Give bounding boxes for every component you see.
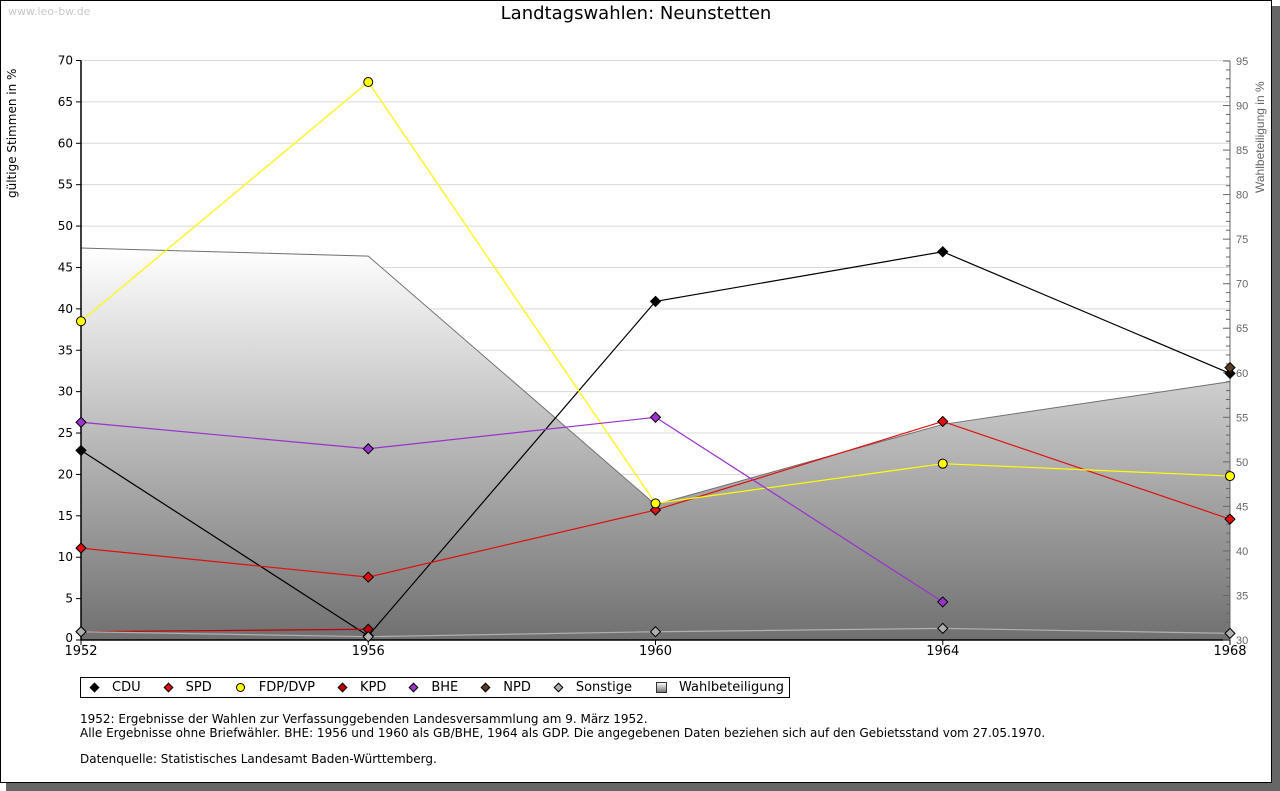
legend-item-npd: NPD (480, 680, 531, 695)
data-point-fdp-dvp (363, 77, 374, 88)
data-point-sonstige (75, 626, 87, 638)
data-point-spd (75, 542, 87, 554)
legend-marker-diamond-icon (480, 682, 491, 693)
legend-marker-diamond-icon (408, 682, 419, 693)
y-tick-label-right: 90 (1236, 101, 1248, 113)
data-point-cdu (75, 444, 87, 457)
legend-marker-diamond-icon (89, 682, 100, 693)
frame-shadow-right (1272, 6, 1280, 791)
y-tick-label-right: 55 (1236, 412, 1248, 424)
y-tick-label-left: 65 (58, 95, 73, 109)
watermark: www.leo-bw.de (8, 5, 91, 18)
y-tick-label-left: 40 (58, 302, 73, 316)
y-tick-label-left: 20 (58, 467, 73, 481)
y-tick-label-left: 70 (58, 54, 73, 68)
data-point-spd (1224, 513, 1236, 525)
y-tick-label-right: 30 (1236, 635, 1248, 647)
data-point-cdu (649, 295, 662, 308)
y-tick-label-left: 30 (58, 385, 73, 399)
y-tick-label-right: 45 (1236, 501, 1248, 513)
legend-item-sonstige: Sonstige (553, 680, 632, 695)
y-tick-label-left: 15 (58, 509, 73, 523)
legend-item-spd: SPD (163, 680, 212, 695)
y-tick-label-left: 50 (58, 219, 73, 233)
data-point-sonstige (649, 626, 662, 638)
legend-marker-circle-icon (235, 683, 245, 692)
legend-marker-diamond-icon (553, 682, 564, 693)
legend-label: Wahlbeteiligung (679, 680, 785, 695)
source-note: Datenquelle: Statistisches Landesamt Bad… (80, 752, 437, 766)
data-point-npd (1224, 361, 1236, 374)
turnout-area-fill (81, 248, 1230, 641)
data-point-bhe (937, 596, 949, 608)
chart-svg: 0 5 10 15 20 25 30 35 40 45 50 55 60 65 70 30 35 40 45 50 55… (58, 54, 1249, 660)
legend-marker-square-icon (656, 682, 668, 693)
data-point-sonstige (1224, 627, 1236, 640)
y-tick-label-right: 75 (1236, 234, 1248, 246)
data-point-fdp-dvp (1225, 471, 1235, 482)
series-line-kpd (80, 628, 369, 633)
data-point-cdu (1224, 367, 1236, 380)
data-point-sonstige (362, 630, 374, 643)
y-tick-label-left: 60 (58, 136, 73, 150)
data-point-spd (362, 571, 374, 583)
chart-title: Landtagswahlen: Neunstetten (500, 3, 772, 24)
data-point-bhe (362, 443, 374, 455)
y-tick-label-left: 5 (65, 592, 73, 606)
legend-label: FDP/DVP (258, 680, 315, 695)
legend-label: NPD (503, 680, 531, 695)
x-tick-label: 1956 (352, 644, 385, 659)
y-tick-label-right: 60 (1236, 368, 1248, 380)
x-tick-label: 1964 (926, 644, 959, 659)
y-tick-label-right: 65 (1236, 323, 1248, 335)
legend-marker-diamond-icon (163, 682, 174, 693)
y-tick-label-right: 80 (1236, 190, 1248, 202)
legend-item-bhe: BHE (408, 680, 458, 695)
y-tick-label-right: 85 (1236, 145, 1248, 157)
y-tick-label-right: 35 (1236, 590, 1248, 602)
y-tick-label-right: 70 (1236, 279, 1248, 291)
series-markers (75, 77, 1236, 643)
y-tick-label-left: 55 (58, 178, 73, 192)
data-point-spd (937, 415, 949, 428)
y-tick-label-left: 25 (58, 426, 73, 440)
y-tick-label-left: 0 (65, 631, 73, 645)
frame-shadow-bottom (6, 783, 1280, 791)
y-tick-label-right: 95 (1236, 56, 1248, 68)
note-line-2: Alle Ergebnisse ohne Briefwähler. BHE: 1… (80, 725, 1046, 740)
data-point-fdp-dvp (76, 316, 86, 327)
legend-label: CDU (112, 680, 141, 695)
x-tick-label: 1968 (1213, 644, 1246, 659)
legend-label: KPD (359, 680, 387, 695)
note-line-1: 1952: Ergebnisse der Wahlen zur Verfassu… (80, 712, 648, 726)
y-tick-label-left: 45 (58, 260, 73, 274)
legend-item-kpd: KPD (337, 680, 386, 695)
footnotes: 1952: Ergebnisse der Wahlen zur Verfassu… (80, 712, 1046, 767)
legend-item-cdu: CDU (89, 680, 141, 695)
legend: CDU SPD FDP/DVP KPD BHE NPD Sonstige Wahlbeteil… (80, 677, 791, 698)
legend-label: SPD (185, 680, 212, 695)
legend-marker-diamond-icon (337, 682, 348, 693)
y-tick-label-right: 40 (1236, 546, 1248, 558)
legend-item-wahlbeteiligung: Wahlbeteiligung (654, 680, 784, 695)
x-tick-label: 1952 (64, 644, 97, 659)
legend-label: BHE (431, 680, 459, 695)
axes: 0 5 10 15 20 25 30 35 40 45 50 55 60 65 70 30 35 40 45 50 55… (58, 54, 1249, 660)
data-point-cdu (937, 246, 949, 258)
data-point-fdp-dvp (937, 458, 948, 469)
y-tick-label-right: 50 (1236, 457, 1248, 469)
y-tick-label-left: 35 (58, 343, 73, 357)
data-point-spd (649, 504, 662, 516)
y-tick-label-left: 10 (58, 550, 73, 564)
data-point-bhe (649, 411, 662, 424)
legend-label: Sonstige (575, 680, 633, 695)
data-point-sonstige (937, 622, 949, 635)
legend-item-fdp-dvp: FDP/DVP (234, 680, 315, 695)
data-point-bhe (75, 416, 87, 428)
x-tick-label: 1960 (639, 644, 672, 659)
data-point-fdp-dvp (650, 498, 661, 509)
series-line-bhe (80, 416, 944, 603)
